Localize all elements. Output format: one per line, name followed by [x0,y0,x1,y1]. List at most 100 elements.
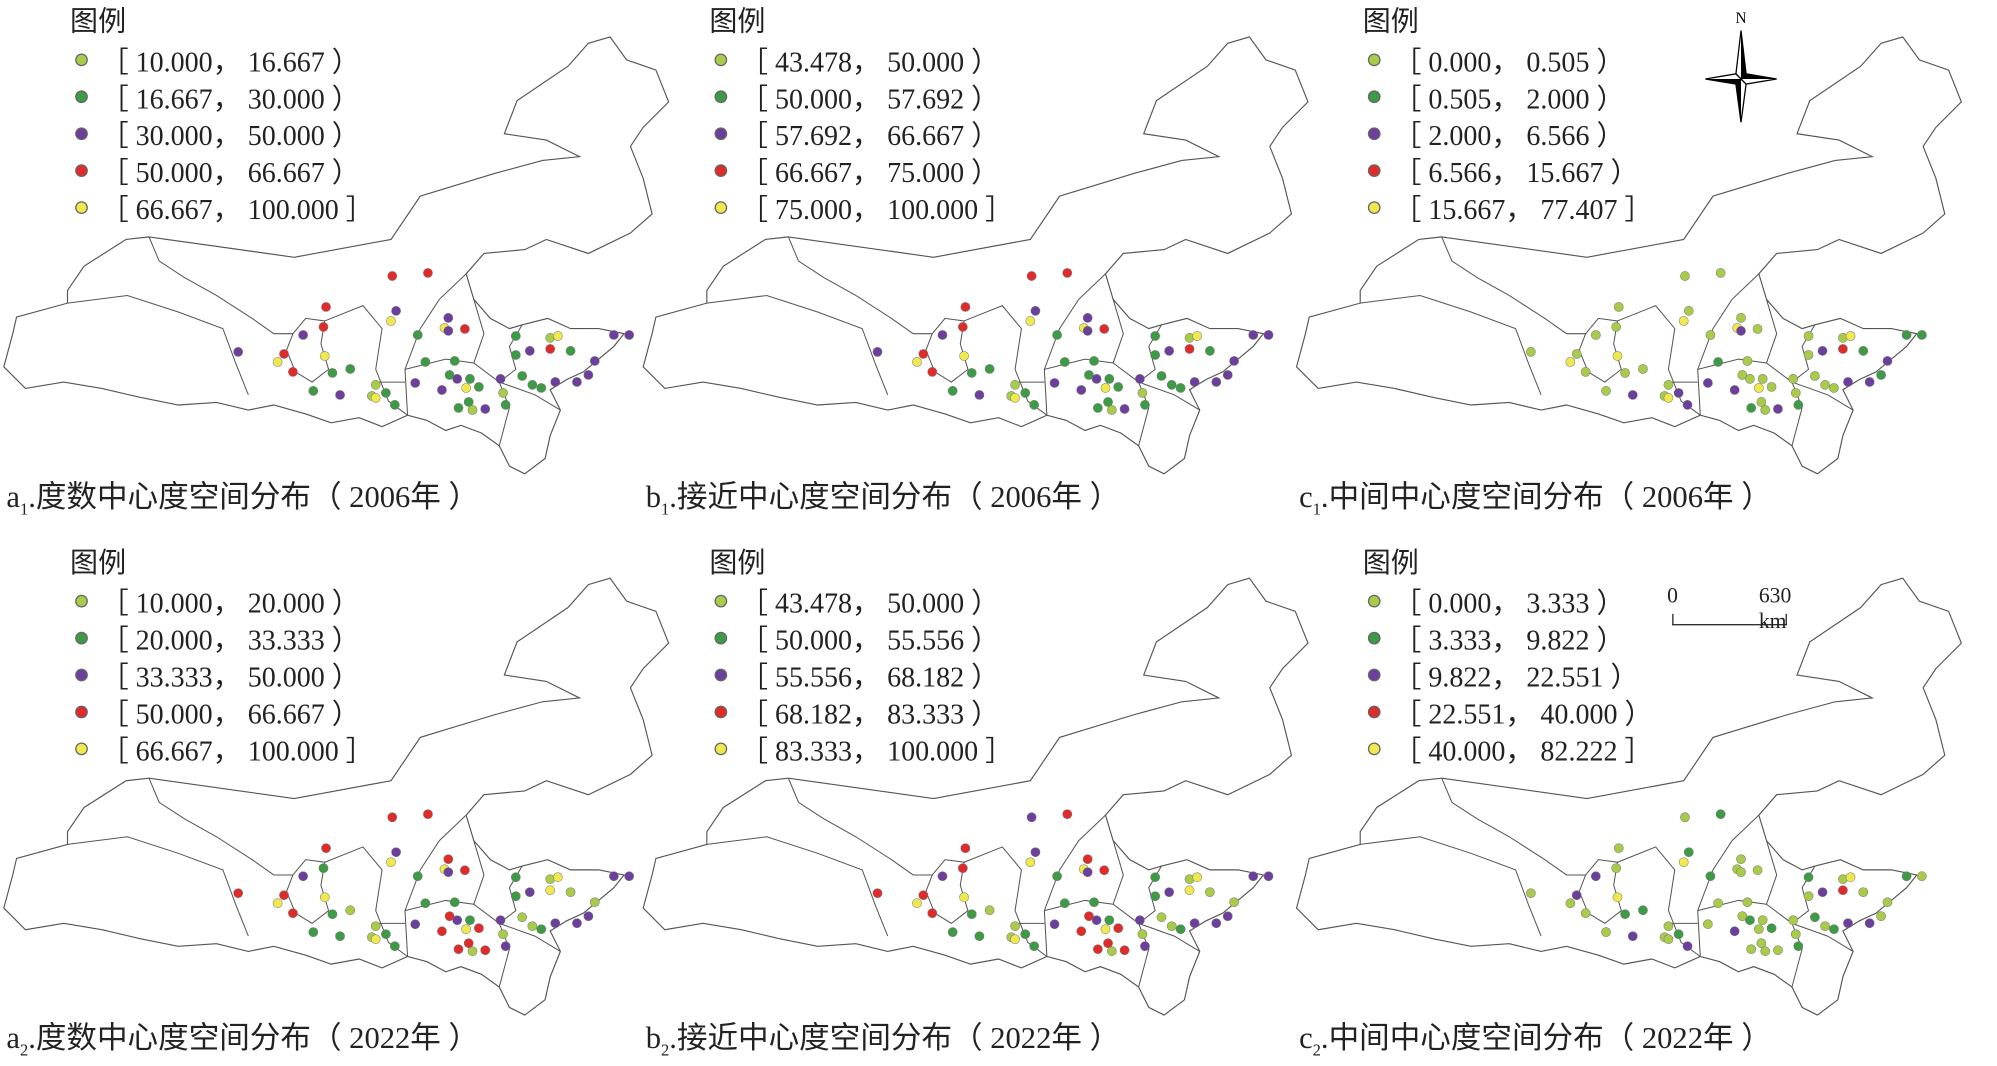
panel-caption: c1.中间中心度空间分布（ 2006年 ） [1299,471,1772,519]
legend-label: ［ 6.566， 15.667 ） [1393,156,1639,188]
province-boundary [1043,273,1106,416]
city-point-class-4 [927,908,938,919]
legend-label: ［ 16.667， 30.000 ） [100,82,360,114]
city-point-class-1 [1790,388,1801,398]
city-point-class-2 [1150,331,1160,341]
city-point-class-1 [1580,908,1591,919]
city-point-class-2 [465,915,475,926]
city-point-class-1 [1917,871,1927,882]
city-point-class-5 [319,892,330,903]
caption-text: .中间中心度空间分布（ 2022年 ） [1320,1022,1772,1056]
city-point-class-3 [1843,377,1853,387]
city-point-class-5 [1678,857,1689,868]
legend-label: ［ 30.000， 50.000 ） [100,119,360,151]
city-point-class-3 [1817,346,1828,356]
city-point-class-2 [1084,370,1094,380]
legend-item: ［ 50.000， 57.692 ） [709,78,1013,115]
legend-item: ［ 50.000， 66.667 ） [70,693,374,730]
city-point-class-5 [1100,383,1111,393]
city-point-class-2 [1917,330,1927,340]
province-boundary [67,294,249,396]
legend-label: ［ 0.000， 0.505 ） [1393,45,1625,78]
caption-text: .接近中心度空间分布（ 2006年 ） [669,481,1121,515]
city-point-class-5 [1192,872,1203,883]
panel-caption: c2.中间中心度空间分布（ 2022年 ） [1299,1013,1772,1061]
panel-caption: b2.接近中心度空间分布（ 2022年 ） [646,1013,1120,1061]
legend: 图例 ［ 0.000， 0.505 ） ［ 0.505， 2.000 ） ［ 2… [1363,3,1653,226]
city-point-class-3 [1211,918,1222,929]
legend-item: ［ 6.566， 15.667 ） [1363,152,1653,189]
region-outline [1295,36,1963,475]
city-point-class-5 [461,383,471,393]
city-point-class-3 [1211,377,1222,387]
city-point-class-3 [1673,388,1684,398]
province-boundary [925,859,969,924]
province-boundary [1697,273,1760,416]
legend-label: ［ 50.000， 66.667 ） [100,697,360,730]
city-point-class-2 [327,909,338,920]
city-point-class-5 [1845,872,1856,883]
legend-label: ［ 66.667， 100.000 ］ [100,192,374,225]
province-boundary [499,381,561,411]
legend-label: ［ 83.333， 100.000 ］ [739,734,1014,767]
city-point-class-3 [974,390,985,400]
city-point-class-1 [1882,897,1893,908]
city-point-class-1 [467,405,478,415]
city-point-class-2 [510,350,521,360]
scale-end: 630 km [1758,583,1792,633]
city-point-class-3 [480,404,491,414]
city-point-class-1 [565,887,576,897]
city-point-class-1 [1752,865,1763,876]
north-arrow-icon: N [1705,10,1777,123]
city-point-class-4 [927,367,938,377]
caption-letter: a [6,481,20,515]
legend-item: ［ 10.000， 20.000 ） [70,582,374,619]
city-point-class-1 [589,897,600,908]
city-point-class-4 [288,908,298,919]
city-point-class-1 [1613,302,1624,312]
city-point-class-1 [1229,897,1239,908]
city-point-class-3 [1843,918,1853,929]
legend-item: ［ 2.000， 6.566 ） [1363,115,1653,152]
region-outline [642,577,1309,1016]
legend-item: ［ 68.182， 83.333 ） [709,693,1013,730]
legend-title: 图例 [1362,546,1419,579]
city-point-class-2 [1175,924,1186,935]
city-point-class-1 [1010,380,1020,390]
city-point-class-3 [550,377,561,387]
city-point-class-2 [412,871,423,882]
legend-label: ［ 66.667， 75.000 ） [739,156,1000,188]
city-point-class-3 [1049,919,1060,930]
city-point-class-2 [1673,929,1684,940]
city-point-class-4 [1082,854,1093,865]
city-point-class-5 [1025,857,1036,868]
city-point-class-2 [1620,909,1630,920]
legend-dot-icon [75,126,88,140]
legend-dot-icon [714,594,728,607]
legend-dot-icon [714,126,728,140]
province-boundary [1697,358,1803,446]
city-point-class-3 [1049,378,1060,388]
city-point-class-3 [335,390,345,400]
city-point-class-3 [1864,377,1875,387]
legend: 图例 ［ 43.478， 50.000 ） ［ 50.000， 55.556 ）… [709,544,1013,767]
province-boundary [706,294,889,396]
legend-dot-icon [1367,200,1381,214]
city-point-class-4 [1093,944,1103,955]
province-boundary [1791,922,1854,952]
city-point-class-2 [1766,923,1777,934]
legend-dot-icon [1367,631,1381,644]
city-point-class-3 [298,871,308,882]
legend-item: ［ 57.692， 66.667 ） [709,115,1013,152]
city-point-class-3 [583,911,594,922]
city-point-class-3 [1248,871,1259,882]
city-point-class-2 [1745,915,1755,926]
legend-label: ［ 9.822， 22.551 ） [1393,660,1639,693]
city-point-class-5 [386,857,396,868]
city-point-class-2 [420,898,431,909]
city-point-class-1 [1752,324,1763,334]
city-point-class-2 [1638,905,1648,916]
city-point-class-4 [423,268,433,278]
legend-dot-icon [1367,704,1381,718]
